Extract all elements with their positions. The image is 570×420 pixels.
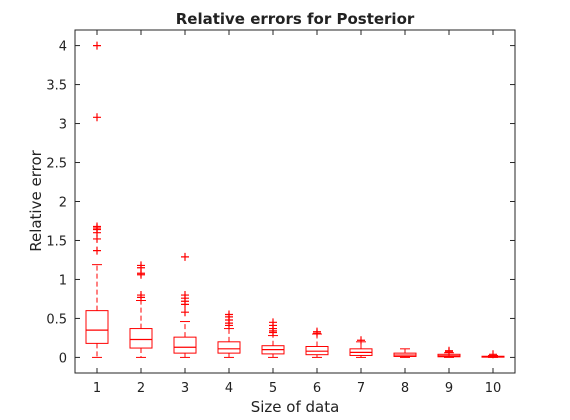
x-tick-label: 1: [93, 381, 101, 396]
box-series: [85, 41, 505, 359]
outlier-marker: [137, 291, 145, 300]
box-7: [349, 336, 373, 358]
x-tick-label: 3: [181, 381, 189, 396]
x-tick-label: 2: [137, 381, 145, 396]
x-axis: 1 2 3 4 5 6 7 8 9 10: [93, 30, 501, 396]
box-2: [129, 261, 153, 358]
box-iqr: [85, 310, 109, 344]
chart-title: Relative errors for Posterior: [176, 10, 415, 28]
y-axis-label: Relative error: [27, 149, 45, 251]
outlier-marker: [93, 41, 101, 50]
outlier-marker: [93, 113, 101, 122]
box-5: [261, 318, 285, 358]
outlier-marker: [225, 310, 233, 319]
x-axis-label: Size of data: [251, 398, 340, 416]
outlier-marker: [93, 222, 101, 231]
x-tick-label: 7: [357, 381, 365, 396]
y-tick-label: 2.5: [46, 157, 67, 172]
outlier-marker: [269, 318, 277, 327]
box-10: [481, 350, 505, 359]
y-tick-label: 2: [59, 196, 67, 211]
y-tick-label: 3: [59, 118, 67, 133]
outlier-marker: [489, 350, 497, 359]
box-6: [305, 327, 329, 358]
box-3: [173, 252, 197, 358]
outlier-marker: [445, 346, 453, 355]
outlier-marker: [181, 252, 189, 261]
y-tick-label: 3.5: [46, 79, 67, 94]
box-8: [393, 348, 417, 358]
x-tick-label: 8: [401, 381, 409, 396]
box-iqr: [217, 341, 241, 354]
outlier-marker: [181, 308, 189, 317]
outlier-marker: [313, 327, 321, 336]
y-tick-label: 1.5: [46, 234, 67, 249]
box-4: [217, 310, 241, 358]
box-1: [85, 41, 109, 358]
y-tick-label: 0: [59, 351, 67, 366]
x-tick-label: 5: [269, 381, 277, 396]
box-9: [437, 346, 461, 358]
y-tick-label: 0.5: [46, 312, 67, 327]
outlier-marker: [137, 261, 145, 270]
x-tick-label: 4: [225, 381, 233, 396]
outlier-marker: [93, 246, 101, 255]
y-axis: 0 0.5 1 1.5 2 2.5 3 3.5 4: [46, 40, 515, 366]
box-iqr: [129, 328, 153, 349]
outlier-marker: [181, 291, 189, 300]
y-tick-label: 4: [59, 40, 67, 55]
x-tick-label: 10: [485, 381, 502, 396]
plot-area: [74, 29, 516, 374]
outlier-marker: [357, 336, 365, 345]
x-tick-label: 6: [313, 381, 321, 396]
y-tick-label: 1: [59, 273, 67, 288]
box-iqr: [173, 336, 197, 354]
x-tick-label: 9: [445, 381, 453, 396]
